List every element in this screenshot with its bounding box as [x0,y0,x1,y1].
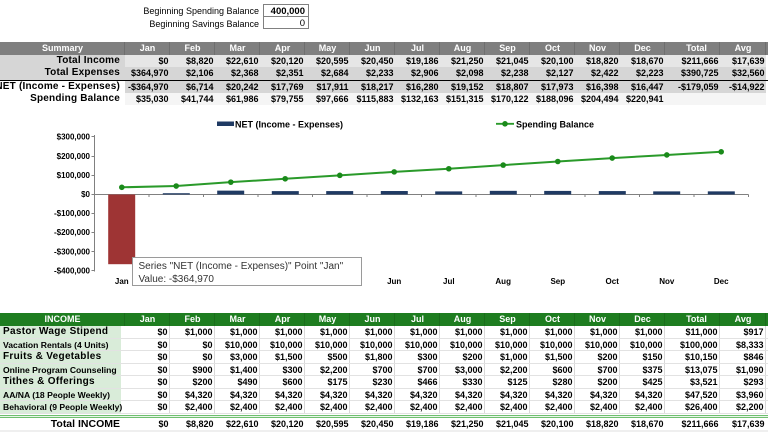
svg-text:Dec: Dec [714,277,729,286]
svg-text:$0: $0 [81,190,90,199]
svg-text:-$200,000: -$200,000 [54,228,91,237]
svg-text:Jun: Jun [387,277,401,286]
svg-text:-$300,000: -$300,000 [54,247,91,256]
svg-text:NET (Income - Expenses): NET (Income - Expenses) [235,120,343,130]
svg-text:-$100,000: -$100,000 [54,209,91,218]
svg-text:$100,000: $100,000 [57,171,91,180]
svg-text:Spending Balance: Spending Balance [516,120,594,130]
svg-text:Jan: Jan [115,277,129,286]
svg-text:Nov: Nov [659,277,675,286]
svg-text:Sep: Sep [550,277,565,286]
svg-text:$300,000: $300,000 [57,133,91,142]
svg-text:Aug: Aug [495,277,511,286]
svg-text:$200,000: $200,000 [57,152,91,161]
svg-text:Jul: Jul [443,277,455,286]
svg-text:-$400,000: -$400,000 [54,266,91,275]
svg-text:Oct: Oct [606,277,620,286]
